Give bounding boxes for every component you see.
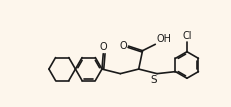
Text: Cl: Cl bbox=[182, 31, 192, 41]
Text: S: S bbox=[150, 75, 157, 85]
Text: OH: OH bbox=[156, 34, 171, 44]
Text: O: O bbox=[119, 41, 127, 51]
Text: O: O bbox=[99, 42, 107, 52]
